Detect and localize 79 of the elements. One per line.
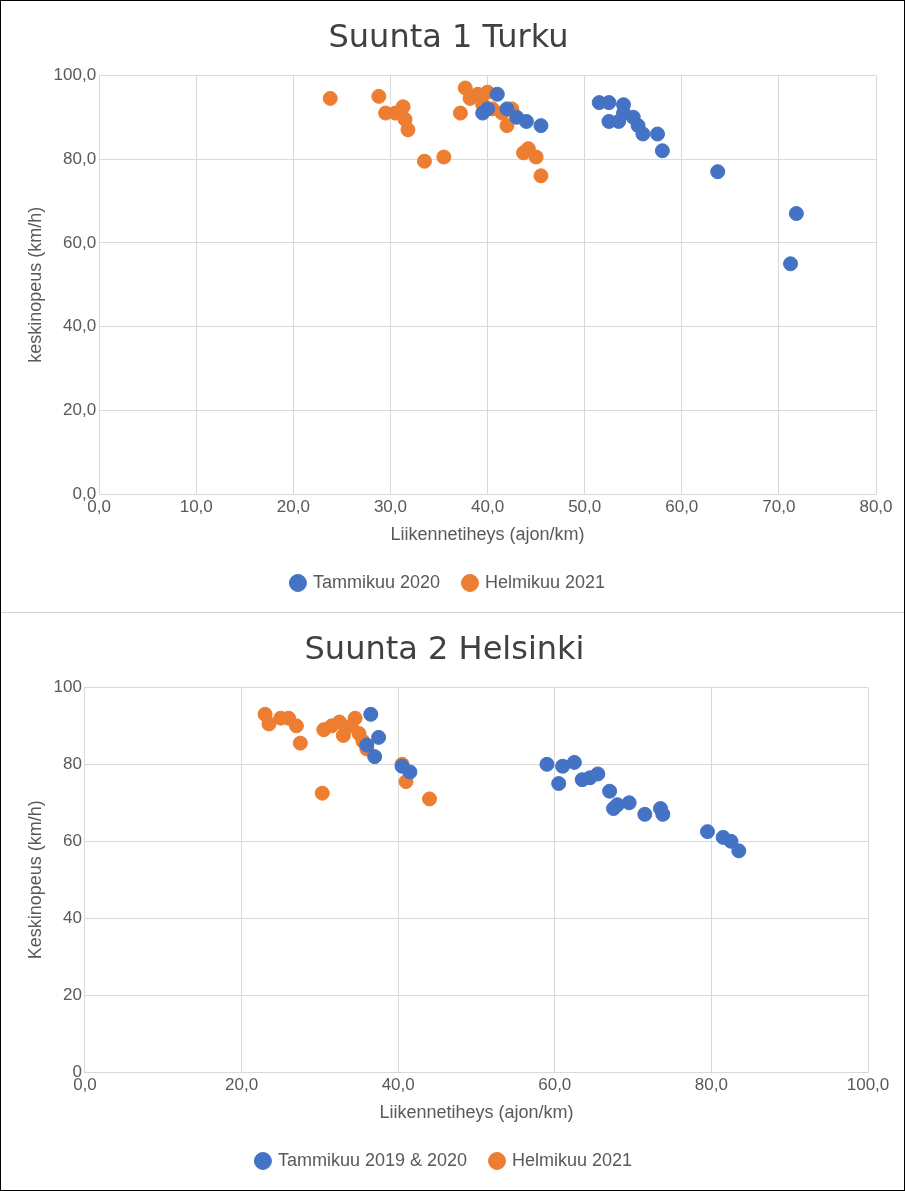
point xyxy=(635,126,651,142)
point xyxy=(783,256,799,272)
point xyxy=(480,101,496,117)
point xyxy=(655,806,671,822)
point xyxy=(710,164,726,180)
point xyxy=(489,86,505,102)
point xyxy=(335,727,351,743)
legend-label: Helmikuu 2021 xyxy=(485,571,606,592)
point xyxy=(518,113,534,129)
x-tick-label: 40,0 xyxy=(381,1074,415,1094)
x-tick-label: 10,0 xyxy=(179,496,213,516)
point xyxy=(331,714,347,730)
point xyxy=(367,749,383,765)
point xyxy=(723,833,739,849)
x-tick-label: 60,0 xyxy=(665,496,699,516)
x-tick-label: 80,0 xyxy=(859,496,893,516)
y-tick-label: 100,0 xyxy=(53,65,97,85)
point xyxy=(416,153,432,169)
point xyxy=(555,758,571,774)
point xyxy=(371,88,387,104)
point xyxy=(533,118,549,134)
x-tick-label: 20,0 xyxy=(225,1074,259,1094)
y-tick-label: 40,0 xyxy=(63,316,97,336)
point xyxy=(788,206,804,222)
point xyxy=(602,783,618,799)
point xyxy=(314,785,330,801)
point xyxy=(699,824,715,840)
legend-label: Tammikuu 2019 & 2020 xyxy=(277,1149,468,1170)
y-tick-label: 20 xyxy=(63,984,82,1004)
point xyxy=(436,149,452,165)
point xyxy=(533,168,549,184)
chart-title: Suunta 1 Turku xyxy=(328,16,569,55)
legend-label: Tammikuu 2020 xyxy=(312,571,441,592)
point xyxy=(363,706,379,722)
point xyxy=(400,122,416,138)
x-axis-title: Liikennetiheys (ajon/km) xyxy=(379,1102,574,1123)
point xyxy=(347,710,363,726)
x-tick-label: 20,0 xyxy=(276,496,310,516)
y-tick-label: 100 xyxy=(53,677,82,697)
y-tick-label: 20,0 xyxy=(63,399,97,419)
y-axis-title: keskinopeus (km/h) xyxy=(24,206,45,363)
x-tick-label: 80,0 xyxy=(694,1074,728,1094)
point xyxy=(654,143,670,159)
x-tick-label: 100,0 xyxy=(846,1074,890,1094)
x-tick-label: 60,0 xyxy=(538,1074,572,1094)
chart-title: Suunta 2 Helsinki xyxy=(304,628,585,667)
y-tick-label: 60,0 xyxy=(63,232,97,252)
x-tick-label: 30,0 xyxy=(373,496,408,516)
point xyxy=(452,105,468,121)
x-tick-label: 50,0 xyxy=(568,496,602,516)
point xyxy=(609,797,625,813)
point xyxy=(637,806,653,822)
point xyxy=(422,791,437,807)
point xyxy=(566,754,582,770)
point xyxy=(731,843,747,859)
point xyxy=(371,729,387,745)
point xyxy=(499,101,515,117)
point xyxy=(322,90,338,106)
y-tick-label: 80,0 xyxy=(63,148,97,168)
y-axis-title: Keskinopeus (km/h) xyxy=(24,800,45,960)
x-tick-label: 40,0 xyxy=(471,496,505,516)
point xyxy=(528,149,544,165)
point xyxy=(292,735,308,751)
point xyxy=(359,737,375,753)
point xyxy=(499,118,515,134)
point xyxy=(288,718,304,734)
y-tick-label: 80 xyxy=(63,754,82,774)
point xyxy=(261,716,277,732)
point xyxy=(650,126,666,142)
point xyxy=(395,99,411,115)
x-tick-label: 70,0 xyxy=(762,496,796,516)
y-tick-label: 60 xyxy=(63,830,82,850)
y-tick-label: 40 xyxy=(63,907,82,927)
legend-label: Helmikuu 2021 xyxy=(512,1149,633,1170)
point xyxy=(621,795,637,811)
point xyxy=(590,766,606,782)
x-axis-title: Liikennetiheys (ajon/km) xyxy=(390,524,585,545)
point xyxy=(551,776,567,792)
point xyxy=(539,756,555,772)
